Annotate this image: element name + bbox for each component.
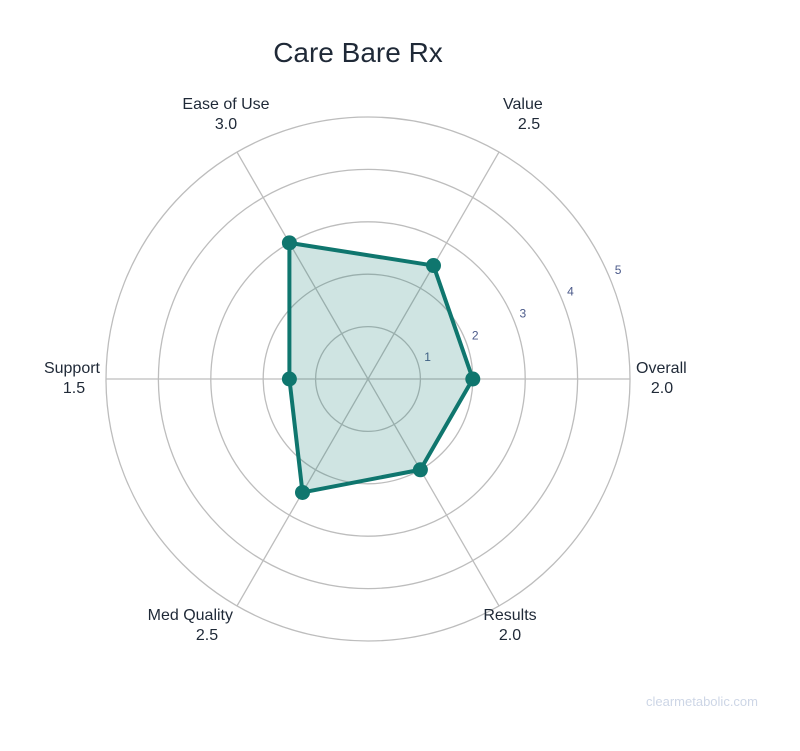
- data-point-value: [426, 258, 441, 274]
- axis-value: 2.0: [499, 627, 521, 644]
- radial-tick-label: 5: [615, 263, 622, 277]
- axis-label-med-quality: Med Quality 2.5: [148, 607, 233, 644]
- data-point-overall: [465, 371, 481, 387]
- data-point-med-quality: [295, 484, 310, 500]
- watermark-text: clearmetabolic.com: [646, 694, 758, 709]
- axis-label-support: Support 1.5: [44, 360, 101, 397]
- axis-value: 3.0: [215, 116, 237, 133]
- chart-title: Care Bare Rx: [273, 37, 443, 68]
- radial-tick-label: 2: [472, 328, 479, 342]
- axis-name: Support: [44, 360, 101, 377]
- axis-label-results: Results 2.0: [483, 607, 536, 644]
- axis-label-value: Value 2.5: [503, 96, 543, 133]
- axis-name: Ease of Use: [182, 96, 269, 113]
- axis-value: 2.5: [196, 627, 218, 644]
- axis-name: Results: [483, 607, 536, 624]
- data-point-ease-of-use: [281, 235, 297, 251]
- data-point-support: [281, 371, 297, 387]
- series-polygon: [287, 240, 475, 495]
- axis-value: 2.0: [651, 380, 673, 397]
- axis-name: Med Quality: [148, 607, 233, 624]
- spoke-results: [367, 378, 500, 607]
- data-point-results: [412, 462, 428, 478]
- axis-label-ease-of-use: Ease of Use 3.0: [182, 96, 269, 133]
- axis-value: 2.5: [518, 116, 540, 133]
- axis-labels: Overall 2.0 Value 2.5 Ease of Use 3.0 Support 1…: [44, 96, 687, 644]
- radial-tick-label: 1: [424, 350, 431, 364]
- spoke-ease-of-use: [236, 151, 369, 380]
- radar-data: [281, 235, 481, 500]
- axis-label-overall: Overall 2.0: [636, 360, 687, 397]
- axis-name: Overall: [636, 360, 687, 377]
- radial-tick-label: 4: [567, 285, 574, 299]
- radial-tick-label: 3: [520, 306, 527, 320]
- axis-name: Value: [503, 96, 543, 113]
- axis-value: 1.5: [63, 380, 85, 397]
